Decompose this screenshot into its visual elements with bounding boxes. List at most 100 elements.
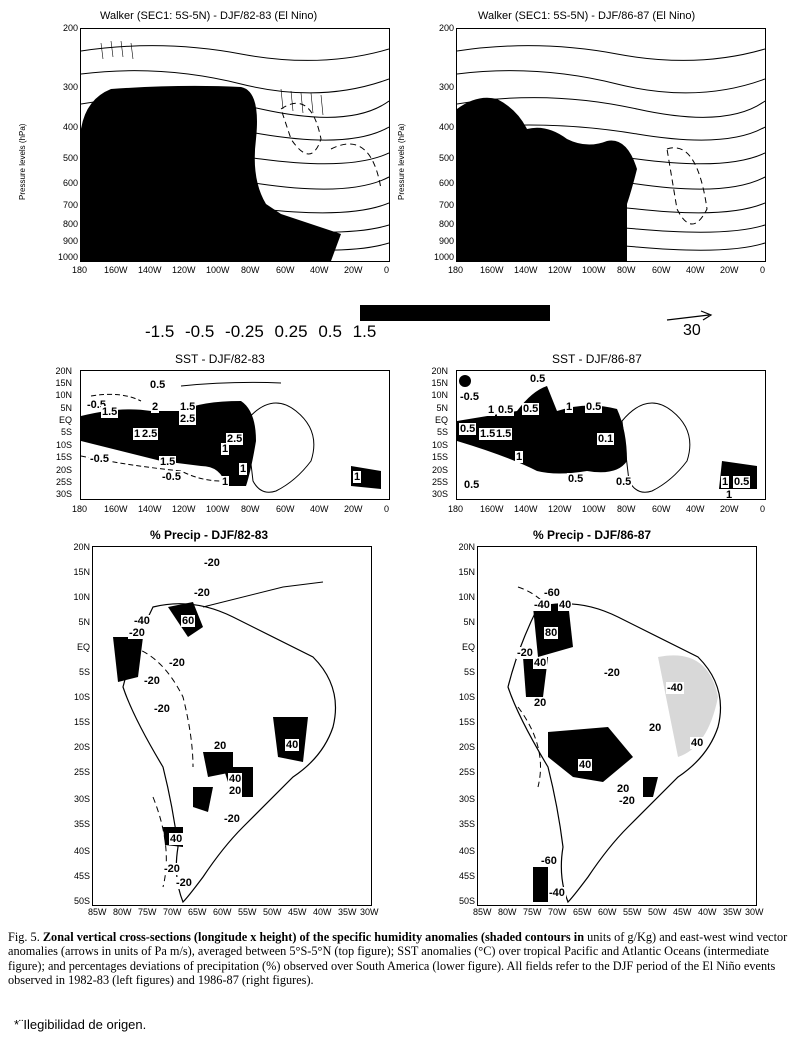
xtick: 75W [138,907,157,917]
ytick: 700 [62,200,78,210]
caption-bold-text: Zonal vertical cross-sections (longitude… [42,930,585,944]
reference-arrow-icon [666,310,713,321]
ytick: 45S [458,871,475,881]
xtick: 40W [310,504,329,514]
xtick: 40W [686,504,705,514]
xtick: 40W [310,265,329,275]
xtick: 140W [514,265,538,275]
walker-left-ylabel: Pressure levels (hPa) [18,123,27,200]
precip-contour-label: -20 [603,667,621,679]
precip-contour-label: 40 [228,773,243,785]
precip-contour-label: 60 [181,615,196,627]
xtick: 60W [652,265,671,275]
xtick: 160W [480,265,504,275]
sst-contour-label: 0.5 [497,404,515,416]
precip-contour-label: -20 [143,675,161,687]
sst-contour-label: 1 [725,489,734,500]
xtick: 85W [88,907,107,917]
sst-right-map: 0.5 -0.5 1 0.5 0.5 1 0.5 0.5 1.5 1.5 0.1… [456,370,766,500]
ytick: 50S [73,896,90,906]
sst-contour-label: 1 [565,401,574,413]
ytick: 20N [458,542,475,552]
xtick: 160W [104,265,128,275]
ytick: 10S [458,692,475,702]
sst-contour-label: -0.5 [459,391,480,403]
precip-right-fields [507,586,722,904]
ytick: 800 [438,219,454,229]
xtick: 50W [263,907,282,917]
xtick: 20W [720,504,739,514]
precip-contour-label: -60 [540,855,558,867]
ytick: 35S [73,819,90,829]
sst-contour-label: 0.1 [597,433,615,445]
ytick: 10N [431,390,448,400]
precip-contour-label: -20 [193,587,211,599]
xtick: 60W [276,265,295,275]
sst-contour-label: 1 [239,463,248,475]
sst-contour-label: 1.5 [101,406,119,418]
sst-contour-label: 1.5 [495,428,513,440]
xtick: 35W [723,907,742,917]
ytick: 15S [458,717,475,727]
xtick: 60W [276,504,295,514]
ytick: 40S [73,846,90,856]
ytick: 300 [62,82,78,92]
sst-contour-label: -0.5 [89,453,110,465]
precip-contour-label: 40 [578,759,593,771]
xtick: 40W [313,907,332,917]
precip-contour-label: 40 [285,739,300,751]
ytick: 35S [458,819,475,829]
ytick: 10S [55,440,72,450]
ytick: 5N [60,403,72,413]
xtick: 80W [617,504,636,514]
ytick: 300 [438,82,454,92]
shading-legend-values: -1.5 -0.5 -0.25 0.25 0.5 1.5 [145,322,377,341]
ytick: 5N [463,617,475,627]
ytick: 5S [78,667,90,677]
ytick: 20N [55,366,72,376]
ytick: 5N [78,617,90,627]
xtick: 0 [760,265,766,275]
xtick: 180 [72,504,88,514]
sst-contour-label: 1 [221,443,230,455]
precip-left-map: -20 60 -40 -20 -20 -20 -20 40 20 40 20 -… [92,546,372,906]
sst-right-title: SST - DJF/86-87 [552,352,642,366]
xtick: 120W [548,504,572,514]
sst-contour-label: 2.5 [141,428,159,440]
precip-contour-label: -40 [548,887,566,899]
ytick: 15S [431,452,448,462]
xtick: 55W [238,907,257,917]
ytick: 25S [55,477,72,487]
precip-contour-label: -20 [516,647,534,659]
sst-right-fields [457,375,757,493]
walker-right-title: Walker (SEC1: 5S-5N) - DJF/86-87 (El Nin… [478,10,696,22]
xtick: 120W [548,265,572,275]
precip-contour-label: 40 [558,599,573,611]
xtick: 80W [241,265,260,275]
xtick: 80W [113,907,132,917]
precip-contour-label: -20 [175,877,193,889]
precip-contour-label: 20 [533,697,548,709]
xtick: 20W [720,265,739,275]
ytick: 500 [62,153,78,163]
ytick: 20N [73,542,90,552]
ytick: 15N [458,567,475,577]
sst-contour-label: 0.5 [459,423,477,435]
sst-contour-label: 0.5 [149,379,167,391]
xtick: 60W [598,907,617,917]
figure-caption: Fig. 5. Zonal vertical cross-sections (l… [8,930,788,988]
xtick: 40W [686,265,705,275]
sst-contour-label: 1 [721,476,730,488]
precip-contour-label: 80 [544,627,559,639]
ytick: 25S [431,477,448,487]
xtick: 0 [384,265,390,275]
precip-contour-label: -40 [133,615,151,627]
reference-arrow-label: 30 [683,322,701,339]
sst-contour-label: 1 [353,471,362,483]
ytick: 20S [458,742,475,752]
precip-contour-label: 20 [213,740,228,752]
xtick: 0 [760,504,766,514]
precip-contour-label: -40 [533,599,551,611]
xtick: 20W [344,265,363,275]
ytick: 20S [73,742,90,752]
